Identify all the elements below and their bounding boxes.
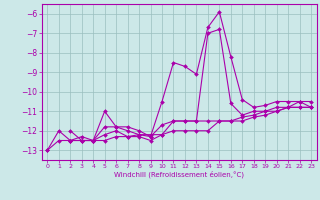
X-axis label: Windchill (Refroidissement éolien,°C): Windchill (Refroidissement éolien,°C)	[114, 171, 244, 178]
